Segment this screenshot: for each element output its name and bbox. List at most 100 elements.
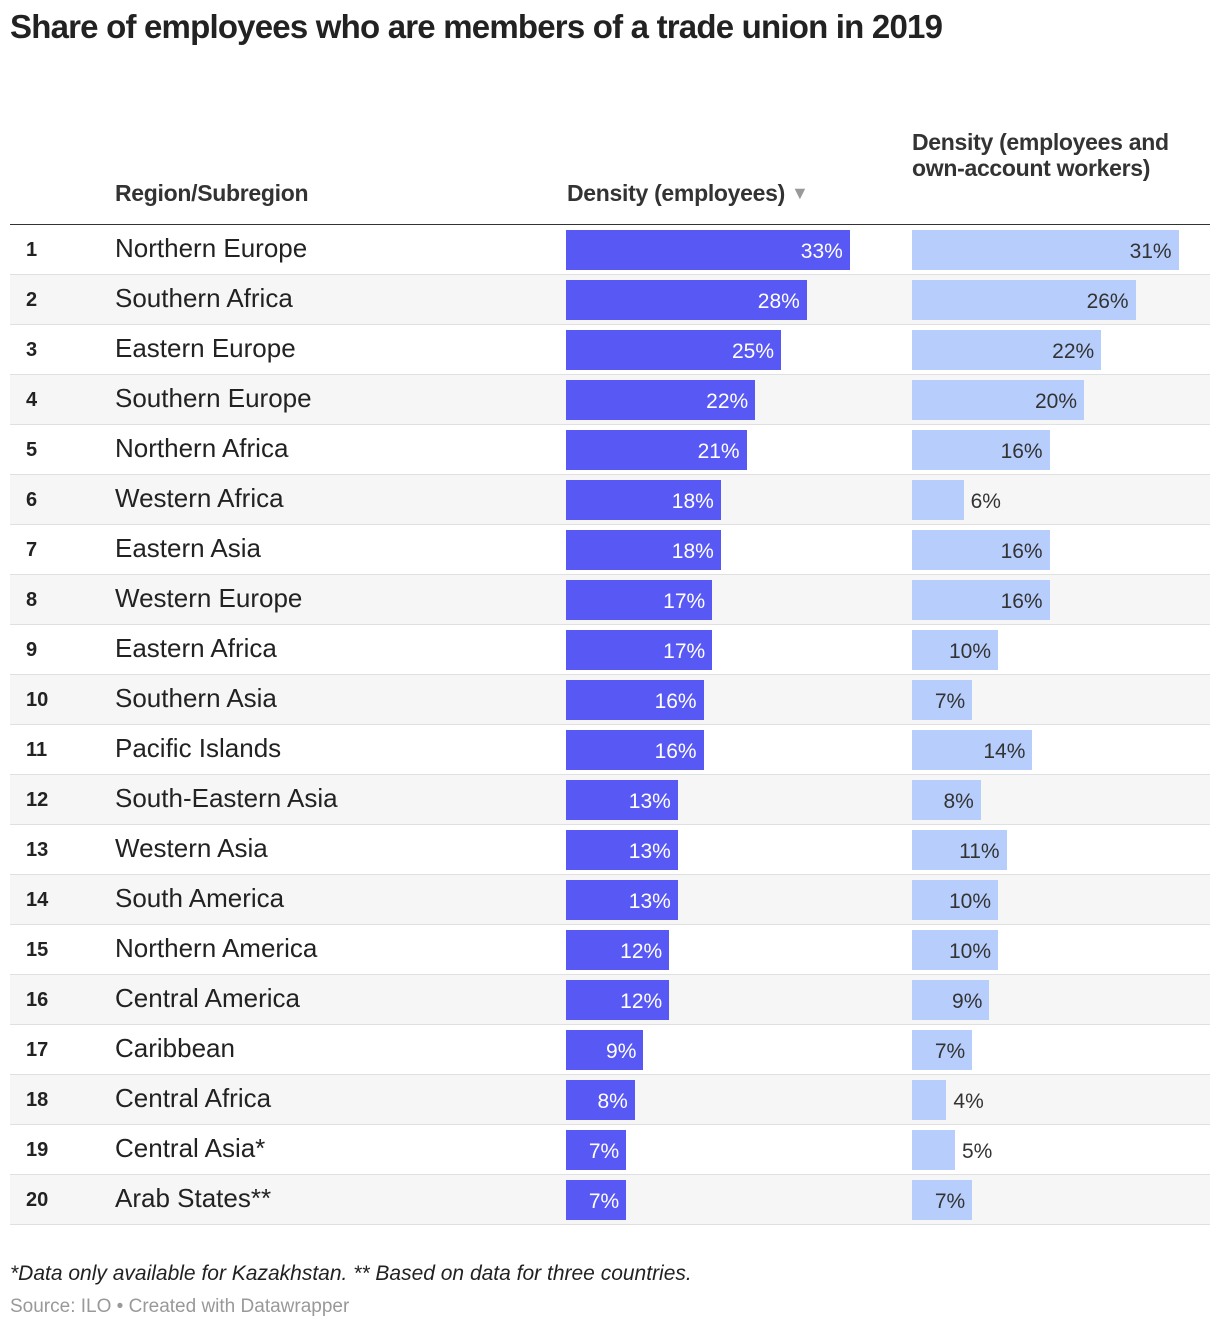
row-rank: 20 <box>26 1189 49 1211</box>
row-region: Central Asia* <box>115 1133 266 1163</box>
row-region: Southern Asia <box>115 683 277 713</box>
table-row: 11 Pacific Islands 16% 14% <box>10 725 1210 775</box>
row-region: Southern Africa <box>115 283 293 313</box>
column-header-employees-label: Density (employees) <box>567 180 785 206</box>
bar-employees-own: 16% <box>912 530 1050 570</box>
bar-employees-own: 4% <box>912 1080 984 1120</box>
column-header-region-label: Region/Subregion <box>115 180 309 206</box>
bar-employees-label: 8% <box>597 1090 628 1113</box>
bar-employees-own: 9% <box>912 980 990 1020</box>
row-rank: 10 <box>26 689 49 711</box>
bar-employees-label: 18% <box>671 540 714 563</box>
bar-employees-label: 18% <box>671 490 714 513</box>
bar-employees-label: 7% <box>588 1190 620 1213</box>
row-rank: 5 <box>26 439 38 461</box>
chart-title: Share of employees who are members of a … <box>10 8 943 45</box>
bar-employees-own: 11% <box>912 830 1007 870</box>
row-rank: 1 <box>26 239 38 261</box>
bar-employees-own-label: 9% <box>952 990 983 1013</box>
table-row: 17 Caribbean 9% 7% <box>10 1025 1210 1075</box>
bar-employees: 18% <box>566 530 721 570</box>
bar-employees-own-label: 10% <box>948 640 991 663</box>
table-row: 13 Western Asia 13% 11% <box>10 825 1210 875</box>
table-row: 3 Eastern Europe 25% 22% <box>10 325 1210 375</box>
bar-employees-label: 17% <box>663 640 706 663</box>
table-row: 20 Arab States** 7% 7% <box>10 1175 1210 1225</box>
row-rank: 2 <box>26 289 38 311</box>
bar-employees: 25% <box>566 330 781 370</box>
bar-employees: 13% <box>566 830 678 870</box>
bar-employees-own-label: 4% <box>953 1090 984 1113</box>
bar-employees-label: 28% <box>757 290 800 313</box>
row-region: Northern Europe <box>115 233 308 263</box>
row-region: Western Europe <box>115 583 303 613</box>
row-region: Pacific Islands <box>115 733 282 763</box>
source-credit: Source: ILO • Created with Datawrapper <box>10 1296 350 1317</box>
bar-employees-label: 16% <box>654 690 697 713</box>
row-rank: 16 <box>26 989 49 1011</box>
bar-employees-own-label: 26% <box>1086 290 1129 313</box>
bar-employees-label: 13% <box>628 840 671 863</box>
column-header-employees-own[interactable]: Density (employees and own-account worke… <box>912 129 1192 181</box>
bar-employees-own-label: 8% <box>943 790 974 813</box>
bar-employees-own: 20% <box>912 380 1084 420</box>
row-rank: 15 <box>26 939 49 961</box>
bar-employees-label: 17% <box>663 590 706 613</box>
bar-employees-own: 22% <box>912 330 1102 370</box>
bar-employees-own-label: 22% <box>1052 340 1095 363</box>
row-region: Eastern Africa <box>115 633 277 663</box>
table-row: 4 Southern Europe 22% 20% <box>10 375 1210 425</box>
bar-employees-label: 33% <box>800 240 843 263</box>
bar-employees-label: 25% <box>731 340 774 363</box>
row-region: Eastern Asia <box>115 533 261 563</box>
table-row: 19 Central Asia* 7% 5% <box>10 1125 1210 1175</box>
bar-employees-own-label: 14% <box>983 740 1026 763</box>
row-rank: 3 <box>26 339 38 361</box>
table-row: 2 Southern Africa 28% 26% <box>10 275 1210 325</box>
bar-employees: 13% <box>566 780 678 820</box>
triangle-down-icon: ▼ <box>791 183 809 203</box>
table-row: 5 Northern Africa 21% 16% <box>10 425 1210 475</box>
table-row: 10 Southern Asia 16% 7% <box>10 675 1210 725</box>
bar-employees-own: 7% <box>912 1180 973 1220</box>
row-region: Western Africa <box>115 483 284 513</box>
bar-employees: 12% <box>566 980 670 1020</box>
row-region: Central Africa <box>115 1083 272 1113</box>
table-row: 7 Eastern Asia 18% 16% <box>10 525 1210 575</box>
bar-employees-own-label: 7% <box>934 1040 966 1063</box>
row-region: Caribbean <box>115 1033 235 1063</box>
row-region: Central America <box>115 983 300 1013</box>
bar-employees-label: 13% <box>628 790 671 813</box>
bar-employees: 7% <box>566 1130 627 1170</box>
row-region: Eastern Europe <box>115 333 296 363</box>
bar-employees-own: 16% <box>912 430 1050 470</box>
table-row: 18 Central Africa 8% 4% <box>10 1075 1210 1125</box>
bar-employees-own: 26% <box>912 280 1136 320</box>
row-rank: 6 <box>26 489 38 511</box>
bar-employees-label: 13% <box>628 890 671 913</box>
bar-employees-label: 9% <box>606 1040 637 1063</box>
column-header-employees[interactable]: Density (employees) ▼ <box>567 180 809 206</box>
bar-employees-own-label: 10% <box>948 940 991 963</box>
bar-employees: 17% <box>566 630 713 670</box>
table-row: 12 South-Eastern Asia 13% 8% <box>10 775 1210 825</box>
column-header-region[interactable]: Region/Subregion <box>115 180 309 206</box>
bar-employees: 18% <box>566 480 721 520</box>
bar-employees-own: 8% <box>912 780 981 820</box>
bar-employees-own-label: 31% <box>1129 240 1172 263</box>
row-rank: 7 <box>26 539 38 561</box>
row-rank: 13 <box>26 839 49 861</box>
bar-employees-own-label: 16% <box>1000 440 1043 463</box>
bar-employees-own-label: 6% <box>970 490 1001 513</box>
table-row: 9 Eastern Africa 17% 10% <box>10 625 1210 675</box>
row-rank: 17 <box>26 1039 49 1061</box>
bar-employees: 28% <box>566 280 807 320</box>
bar-employees-own-label: 11% <box>959 840 1000 863</box>
bar-employees-own: 7% <box>912 680 973 720</box>
table-row: 1 Northern Europe 33% 31% <box>10 225 1210 275</box>
bar-employees: 9% <box>566 1030 644 1070</box>
row-region: Northern America <box>115 933 318 963</box>
row-region: Arab States** <box>115 1183 272 1213</box>
row-rank: 19 <box>26 1139 49 1161</box>
bar-employees: 16% <box>566 680 704 720</box>
